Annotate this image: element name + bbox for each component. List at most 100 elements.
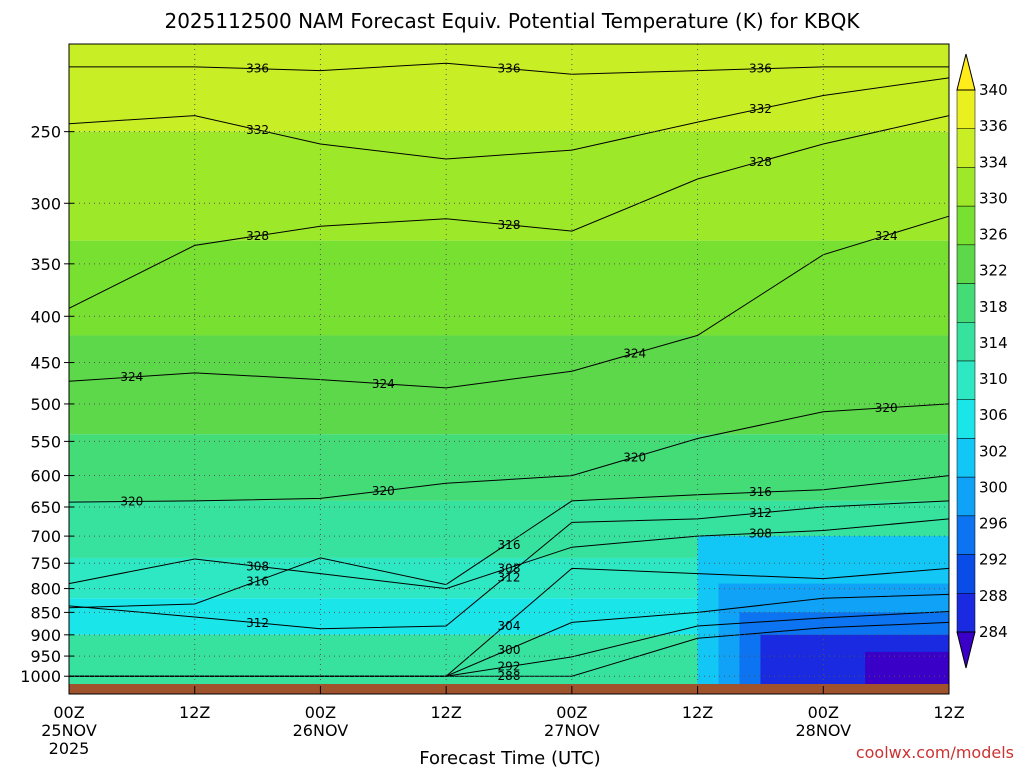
y-tick-label: 300 [30,194,61,213]
colorbar-swatch [956,244,976,284]
x-tick-date: 28NOV [795,721,851,740]
y-tick-label: 350 [30,255,61,274]
colorbar-swatch [956,128,976,168]
colorbar-swatch [956,476,976,517]
contour-label: 332 [749,102,772,116]
plot-frame [68,43,950,695]
contour-label: 320 [875,401,898,415]
contour-label: 328 [246,229,269,243]
x-tick-date: 27NOV [544,721,600,740]
colorbar-label: 296 [979,515,1008,533]
y-tick-label: 400 [30,307,61,326]
x-tick-label: 00Z [556,703,587,722]
colorbar-swatch [956,360,976,400]
contour-label: 328 [498,218,521,232]
colorbar-label: 322 [979,262,1008,280]
contour-label: 316 [749,485,772,499]
band-region [69,240,949,336]
colorbar-swatch [956,283,976,323]
contour-line-336 [69,62,949,75]
contour-label: 336 [246,62,269,76]
contour-label: 324 [120,370,143,384]
band-region [69,44,949,132]
y-axis: 250 300 350 400 450 500 550 600 650 700 750 800 850 9… [20,123,74,686]
credit-link[interactable]: coolwx.com/models [856,743,1014,762]
x-axis-title: Forecast Time (UTC) [419,748,600,768]
colorbar-label: 300 [979,478,1008,496]
colorbar-swatch [956,205,976,246]
colorbar-bottom-arrow [956,631,976,669]
x-tick-date: 26NOV [293,721,349,740]
contour-label: 308 [498,561,521,575]
colorbar-label: 326 [979,226,1008,244]
colorbar-label: 306 [979,406,1008,424]
contour-label: 324 [623,347,646,361]
colorbar-swatch [956,399,976,439]
contour-label: 316 [498,538,521,552]
contour-label: 316 [246,575,269,589]
colorbar-label: 336 [979,117,1008,135]
coldest-region [865,651,949,684]
gridlines [68,44,950,684]
contour-label: 312 [749,506,772,520]
colorbar-swatch [956,167,976,207]
terrain-strip [69,684,949,694]
colorbar-swatch [956,593,976,633]
contour-label: 308 [246,559,269,573]
contour-label: 320 [372,484,395,498]
contour-label: 332 [246,123,269,137]
x-tick-label: 12Z [179,703,210,722]
plot-area [69,44,949,684]
colorbar-label: 340 [979,81,1008,99]
band-region [69,434,949,501]
contour-label: 292 [498,660,521,674]
y-tick-label: 950 [30,647,61,666]
colorbar-label: 310 [979,370,1008,388]
colorbar-swatch [956,322,976,362]
contour-label: 300 [498,643,521,657]
colorbar-label: 314 [979,334,1008,352]
contour-line-324 [68,215,950,389]
colorbar-swatch [956,438,976,478]
colorbar: 340 336 334 330 326 322 318 314 310 306 302 300 296 2… [956,53,1008,669]
colorbar-label: 292 [979,551,1008,569]
contour-label: 324 [875,229,898,243]
colorbar-label: 330 [979,189,1008,207]
x-tick-date: 25NOV [41,721,97,740]
contour-lines: 336 336 336 332 332 328 328 328 324 324 324 324 320 3… [68,62,950,683]
contour-line-320 [68,403,950,503]
contour-line-308 [68,518,950,590]
y-tick-label: 650 [30,498,61,517]
colorbar-label: 318 [979,298,1008,316]
contour-label: 336 [749,62,772,76]
colorbar-swatch [956,554,976,594]
y-tick-label: 800 [30,580,61,599]
y-tick-label: 450 [30,354,61,373]
y-tick-label: 850 [30,603,61,622]
contour-label: 328 [749,155,772,169]
contour-label: 320 [120,495,143,509]
y-tick-label: 250 [30,123,61,142]
y-tick-label: 900 [30,626,61,645]
y-tick-label: 750 [30,554,61,573]
contour-line-312 [68,500,950,630]
colorbar-label: 288 [979,587,1008,605]
colorbar-label: 334 [979,153,1008,171]
chart-title: 2025112500 NAM Forecast Equiv. Potential… [164,9,860,33]
y-tick-label: 1000 [20,667,61,686]
contour-label: 304 [498,619,521,633]
contour-label: 312 [246,616,269,630]
y-tick-label: 550 [30,432,61,451]
contour-label: 308 [749,526,772,540]
x-tick-year: 2025 [49,739,90,758]
x-tick-label: 00Z [305,703,336,722]
contour-line-316 [68,475,950,609]
colorbar-swatch [956,89,976,129]
x-tick-label: 12Z [430,703,461,722]
contour-label: 320 [623,450,646,464]
y-tick-label: 700 [30,527,61,546]
colorbar-label: 284 [979,623,1008,641]
colorbar-top-arrow [956,53,976,91]
